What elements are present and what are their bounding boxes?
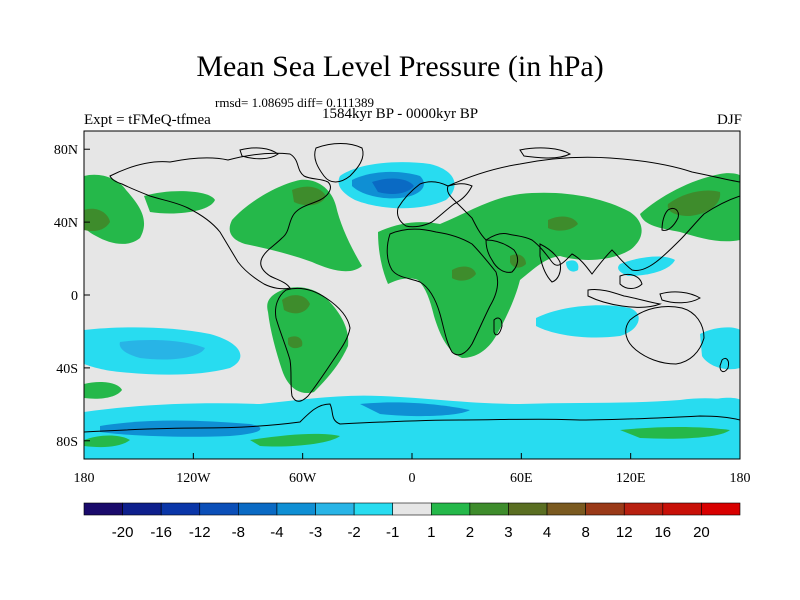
x-tick-label: 120W: [176, 471, 211, 486]
x-tick-label: 120E: [616, 471, 646, 486]
colorbar-label: -3: [309, 524, 322, 541]
coast-europe: [397, 181, 473, 228]
colorbar-label: -20: [112, 524, 134, 541]
pacific-north-negative: [618, 256, 675, 276]
colorbar-swatch: [199, 502, 239, 516]
coast-africa: [386, 228, 499, 356]
africa-positive-2: [452, 266, 476, 281]
x-tick-label: 60E: [510, 471, 533, 486]
pacific-east-negative: [700, 327, 740, 370]
antarctic-positive: [250, 433, 340, 447]
colorbar-swatch: [701, 502, 741, 516]
north-pacific-mid-positive: [144, 191, 215, 214]
colorbar-swatch: [353, 502, 394, 516]
indian-ocean-negative: [536, 305, 639, 338]
colorbar-swatch: [508, 502, 548, 516]
colorbar-label: 20: [693, 524, 710, 541]
colorbar-labels: -20 -16 -12 -8 -4 -3 -2 -1 1 2 3 4 8 12 16 20: [112, 524, 710, 541]
colorbar-label: -16: [150, 524, 172, 541]
colorbar-swatch: [662, 502, 702, 516]
india-positive-2: [548, 216, 578, 231]
far-east-positive-2: [667, 190, 721, 216]
colorbar-swatch: [238, 502, 278, 516]
antarctic-positive-3: [84, 435, 130, 448]
colorbar-swatch: [469, 502, 509, 516]
colorbar-label: -2: [347, 524, 360, 541]
y-tick-label: 40S: [56, 362, 78, 377]
colorbar-label: -4: [270, 524, 283, 541]
coast-borneo: [619, 273, 643, 289]
colorbar: [83, 502, 741, 516]
page-title: Mean Sea Level Pressure (in hPa): [196, 50, 604, 83]
coast-antarctica: [84, 403, 740, 433]
colorbar-label: 8: [581, 524, 589, 541]
stats-label: rmsd= 1.08695 diff= 0.111389: [215, 95, 374, 110]
colorbar-swatch: [585, 502, 625, 516]
coast-new-guinea: [659, 291, 701, 304]
colorbar-label: 2: [466, 524, 474, 541]
colorbar-label: 16: [654, 524, 671, 541]
coast-arctic-islands-2: [519, 147, 572, 159]
coast-japan: [661, 207, 679, 231]
pacific-east-negative-2: [712, 397, 740, 419]
coast-madagascar: [493, 317, 503, 336]
colorbar-swatch: [160, 502, 201, 516]
coast-south-america: [275, 287, 351, 402]
colorbar-label: -1: [386, 524, 399, 541]
x-tick-label: 60W: [289, 471, 317, 486]
colorbar-swatch: [315, 502, 355, 516]
colorbar-swatch: [392, 502, 432, 516]
south-pacific-negative-2: [119, 340, 205, 360]
y-tick-label: 80N: [54, 143, 78, 158]
colorbar-label: 4: [543, 524, 551, 541]
north-pacific-west-positive-2: [84, 208, 110, 232]
colorbar-swatch: [430, 502, 471, 516]
x-tick-label: 180: [730, 471, 751, 486]
colorbar-label: -8: [232, 524, 245, 541]
south-pacific-positive: [84, 382, 122, 399]
antarctic-positive-2: [620, 427, 730, 439]
x-axis: 180 120W 60W 0 60E 120E 180: [74, 453, 751, 486]
y-axis: 80N 40N 0 40S 80S: [54, 143, 90, 450]
x-tick-label: 0: [409, 471, 416, 486]
x-tick-label: 180: [74, 471, 95, 486]
south-america-positive: [267, 287, 349, 394]
sea-negative: [566, 260, 579, 272]
colorbar-label: 3: [504, 524, 512, 541]
colorbar-label: -12: [189, 524, 211, 541]
coast-arctic-islands: [239, 147, 279, 160]
colorbar-swatch: [276, 502, 316, 516]
coastlines: [84, 143, 740, 433]
southern-ocean-negative: [84, 395, 740, 459]
coast-new-zealand: [719, 357, 729, 373]
north-america-positive: [229, 179, 362, 272]
north-atlantic-negative-3: [372, 178, 414, 194]
coast-north-america: [109, 152, 331, 290]
period-label: 1584kyr BP - 0000kyr BP: [321, 106, 479, 122]
colorbar-swatch: [623, 502, 664, 516]
experiment-label: Expt = tFMeQ-tfmea: [84, 112, 211, 128]
coast-india: [539, 243, 561, 283]
coast-arabia: [485, 239, 519, 273]
colorbar-swatch: [122, 502, 162, 516]
coast-indonesia: [587, 289, 662, 308]
colorbar-label: 1: [427, 524, 435, 541]
southern-ocean-negative-3: [360, 402, 470, 417]
y-tick-label: 40N: [54, 216, 78, 231]
eurasia-positive: [378, 192, 642, 358]
y-tick-label: 0: [71, 289, 78, 304]
south-america-positive-2: [282, 295, 310, 314]
colorbar-swatch: [546, 502, 586, 516]
south-america-positive-3: [288, 336, 303, 349]
coast-australia: [625, 306, 705, 365]
anomaly-fields: [84, 162, 740, 459]
coast-greenland: [314, 143, 364, 183]
colorbar-label: 12: [616, 524, 633, 541]
y-tick-label: 80S: [56, 435, 78, 450]
colorbar-swatch: [83, 502, 123, 516]
map-panel: [84, 131, 740, 459]
season-label: DJF: [716, 112, 742, 128]
